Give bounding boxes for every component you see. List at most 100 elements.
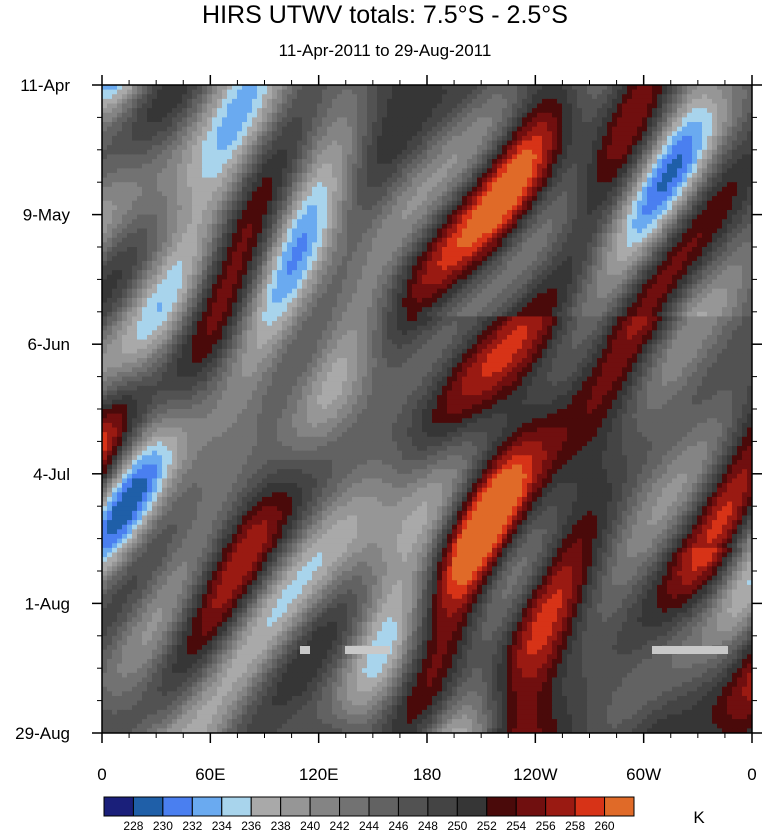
field-cell [672, 205, 678, 211]
field-cell [592, 205, 598, 211]
field-cell [397, 191, 403, 197]
field-cell [232, 260, 238, 267]
field-cell [512, 214, 518, 220]
field-cell [562, 85, 568, 91]
field-cell [412, 186, 418, 193]
field-cell [372, 108, 378, 114]
field-cell [722, 94, 728, 100]
field-cell [717, 89, 723, 95]
field-cell [397, 237, 403, 243]
field-cell [517, 237, 523, 243]
field-cell [477, 85, 483, 91]
field-cell [332, 103, 338, 109]
field-cell [737, 94, 743, 100]
field-cell [257, 126, 263, 132]
field-cell [187, 186, 193, 193]
field-cell [742, 163, 748, 169]
field-cell [667, 256, 673, 262]
field-cell [477, 126, 483, 132]
field-cell [377, 242, 383, 248]
field-cell [477, 233, 483, 239]
field-cell [197, 223, 203, 230]
field-cell [572, 168, 578, 174]
field-cell [107, 172, 113, 179]
field-cell [367, 242, 373, 248]
field-cell [657, 94, 663, 100]
field-cell [227, 228, 233, 234]
field-cell [187, 89, 193, 95]
field-cell [102, 251, 108, 257]
field-cell [747, 108, 752, 114]
field-cell [172, 159, 178, 165]
field-cell [387, 205, 393, 211]
field-cell [107, 209, 113, 216]
field-cell [737, 200, 743, 206]
field-cell [747, 159, 752, 165]
field-cell [587, 89, 593, 95]
field-cell [557, 200, 563, 206]
field-cell [722, 237, 728, 243]
field-cell [162, 200, 168, 206]
field-cell [587, 214, 593, 220]
field-cell [707, 228, 713, 234]
field-cell [282, 196, 288, 202]
field-cell [532, 126, 538, 132]
field-cell [212, 85, 218, 91]
field-cell [652, 205, 658, 211]
field-cell [277, 251, 283, 257]
field-cell [142, 122, 148, 128]
field-cell [287, 94, 293, 100]
field-cell [567, 177, 573, 183]
field-cell [587, 108, 593, 114]
field-cell [272, 247, 278, 253]
field-cell [347, 260, 353, 267]
field-cell [532, 242, 538, 248]
field-cell [462, 122, 468, 128]
field-cell [217, 98, 223, 105]
field-cell [482, 112, 488, 118]
field-cell [457, 85, 463, 91]
field-cell [407, 140, 413, 146]
field-cell [472, 182, 478, 188]
field-cell [572, 223, 578, 230]
field-cell [367, 145, 373, 151]
field-cell [502, 89, 508, 95]
field-cell [362, 242, 368, 248]
field-cell [427, 117, 433, 123]
field-cell [187, 209, 193, 216]
field-cell [122, 89, 128, 95]
field-cell [567, 103, 573, 109]
field-cell [392, 85, 398, 91]
field-cell [557, 186, 563, 193]
field-cell [737, 233, 743, 239]
field-cell [702, 247, 708, 253]
field-cell [602, 182, 608, 188]
field-cell [372, 191, 378, 197]
field-cell [617, 126, 623, 132]
field-cell [217, 209, 223, 216]
field-cell [127, 191, 133, 197]
field-cell [327, 233, 333, 239]
field-cell [497, 131, 503, 137]
field-cell [542, 154, 548, 160]
field-cell [217, 219, 223, 225]
field-cell [337, 242, 343, 248]
field-cell [312, 108, 318, 114]
field-cell [317, 200, 323, 206]
field-cell [482, 149, 488, 156]
field-cell [637, 126, 643, 132]
field-cell [307, 228, 313, 234]
field-cell [352, 112, 358, 118]
field-cell [142, 145, 148, 151]
field-cell [102, 112, 108, 118]
field-cell [597, 172, 603, 179]
field-cell [162, 182, 168, 188]
field-cell [182, 196, 188, 202]
field-cell [207, 98, 213, 105]
field-cell [342, 200, 348, 206]
field-cell [252, 242, 258, 248]
field-cell [172, 219, 178, 225]
field-cell [462, 145, 468, 151]
field-cell [477, 219, 483, 225]
field-cell [222, 209, 228, 216]
